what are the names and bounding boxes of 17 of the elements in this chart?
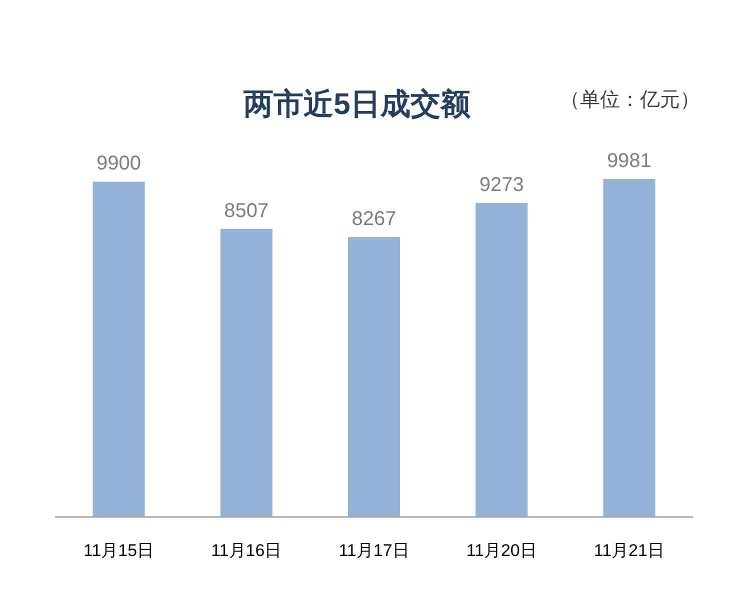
bar [348,237,400,517]
x-tick-label: 11月21日 [594,541,664,560]
data-label: 9981 [606,150,652,172]
chart-title: 两市近5日成交额 [242,87,470,121]
data-label: 8507 [224,200,269,222]
bar [92,182,145,517]
bar [603,179,656,517]
x-tick-label: 11月16日 [211,541,282,560]
x-tick-label: 11月20日 [466,541,537,560]
x-tick-label: 11月15日 [84,541,154,560]
x-tick-label: 11月17日 [338,541,410,560]
data-label: 8267 [352,208,396,230]
bar [220,228,272,517]
bar [476,202,528,517]
text: （单位：亿元） [560,89,700,111]
data-label: 9273 [479,174,524,196]
data-label: 9900 [96,152,142,175]
